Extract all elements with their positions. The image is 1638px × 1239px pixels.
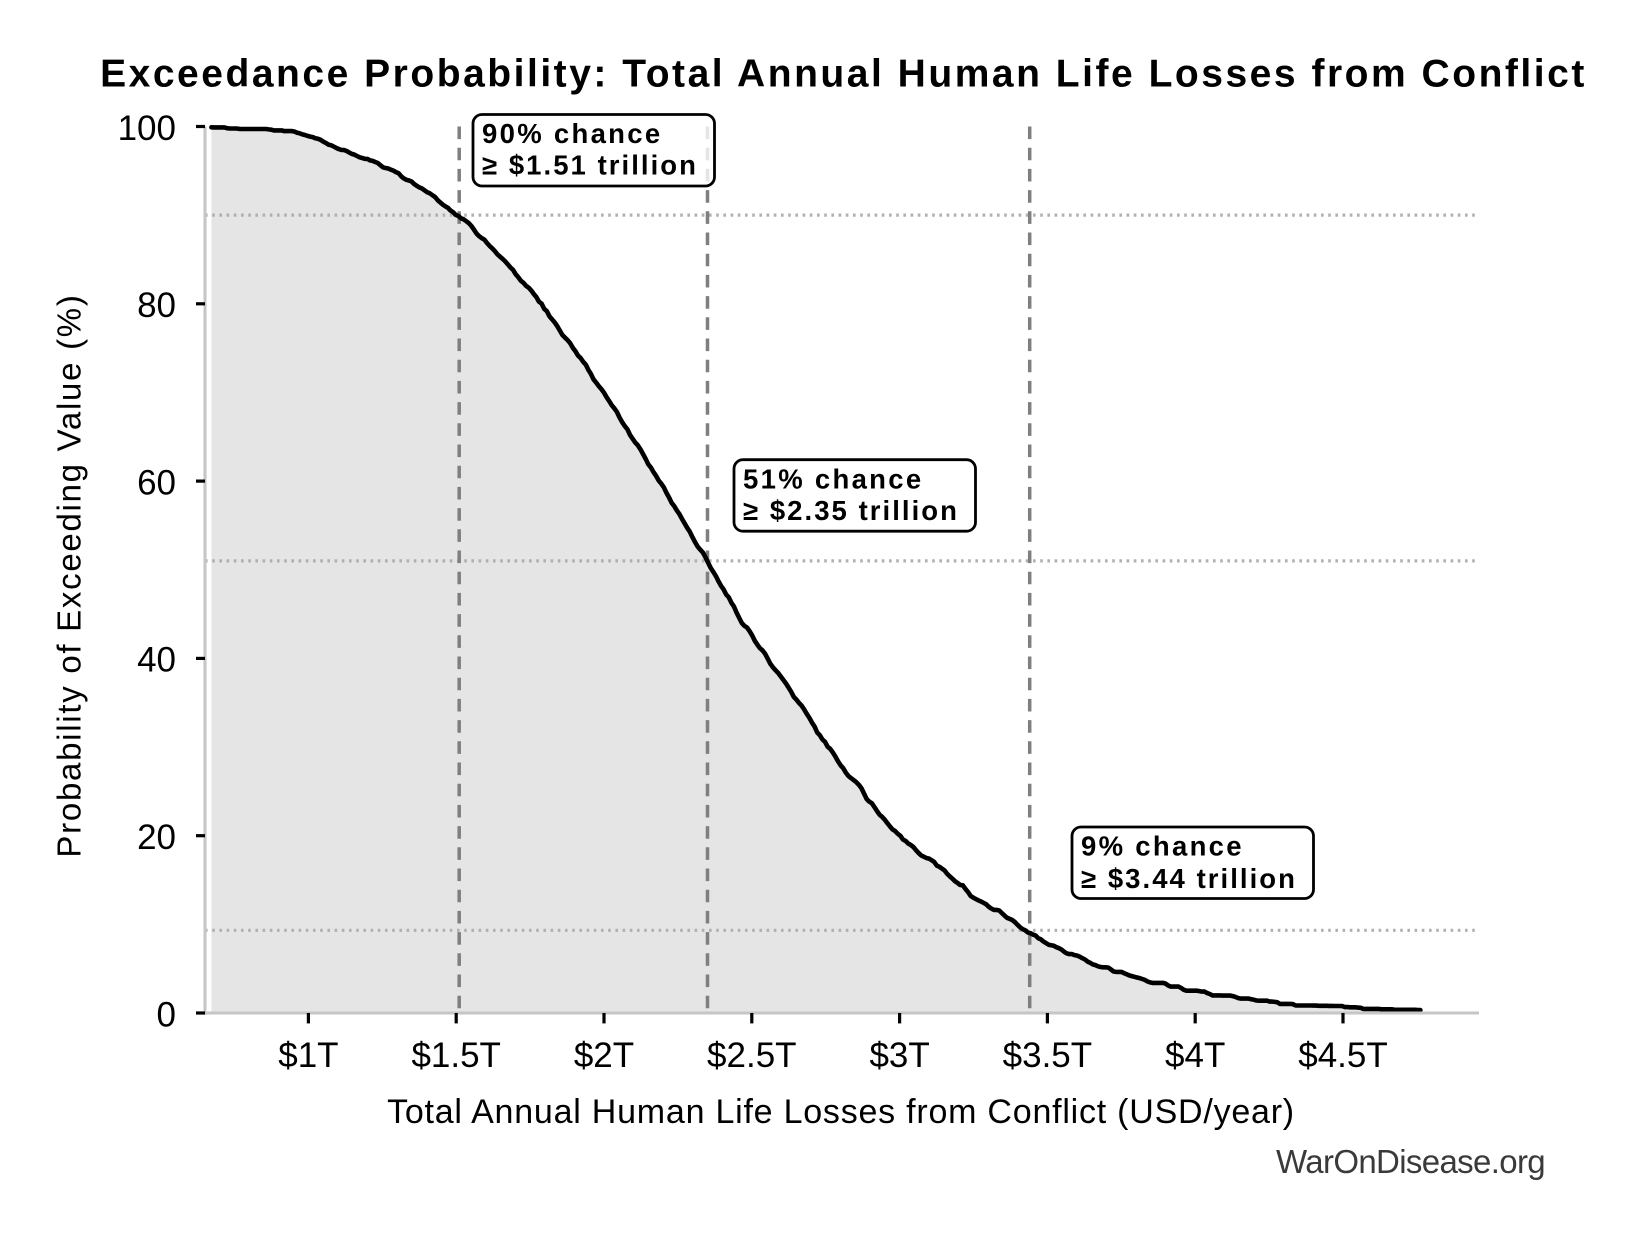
svg-text:51% chance: 51% chance bbox=[743, 464, 923, 495]
svg-text:0: 0 bbox=[157, 995, 176, 1034]
svg-text:$2T: $2T bbox=[574, 1036, 634, 1075]
svg-text:80: 80 bbox=[137, 286, 176, 325]
svg-text:$1T: $1T bbox=[278, 1036, 338, 1075]
svg-text:≥ $1.51 trillion: ≥ $1.51 trillion bbox=[482, 150, 698, 181]
svg-text:$3T: $3T bbox=[869, 1036, 929, 1075]
svg-text:≥ $2.35 trillion: ≥ $2.35 trillion bbox=[743, 495, 959, 526]
svg-text:Exceedance Probability: Total: Exceedance Probability: Total Annual Hum… bbox=[100, 53, 1587, 96]
svg-text:$3.5T: $3.5T bbox=[1003, 1036, 1093, 1075]
svg-text:40: 40 bbox=[137, 641, 176, 680]
svg-text:$2.5T: $2.5T bbox=[707, 1036, 797, 1075]
svg-text:90% chance: 90% chance bbox=[482, 118, 662, 149]
svg-text:100: 100 bbox=[118, 109, 176, 148]
svg-text:$1.5T: $1.5T bbox=[411, 1036, 501, 1075]
svg-text:$4.5T: $4.5T bbox=[1298, 1036, 1388, 1075]
svg-text:Probability of Exceeding Value: Probability of Exceeding Value (%) bbox=[51, 293, 88, 857]
svg-text:Total Annual Human Life Losses: Total Annual Human Life Losses from Conf… bbox=[387, 1093, 1295, 1131]
svg-text:$4T: $4T bbox=[1165, 1036, 1225, 1075]
svg-text:60: 60 bbox=[137, 463, 176, 502]
svg-text:20: 20 bbox=[137, 818, 176, 857]
svg-text:9% chance: 9% chance bbox=[1081, 831, 1244, 862]
svg-text:WarOnDisease.org: WarOnDisease.org bbox=[1276, 1143, 1545, 1180]
svg-text:≥ $3.44 trillion: ≥ $3.44 trillion bbox=[1081, 863, 1297, 894]
